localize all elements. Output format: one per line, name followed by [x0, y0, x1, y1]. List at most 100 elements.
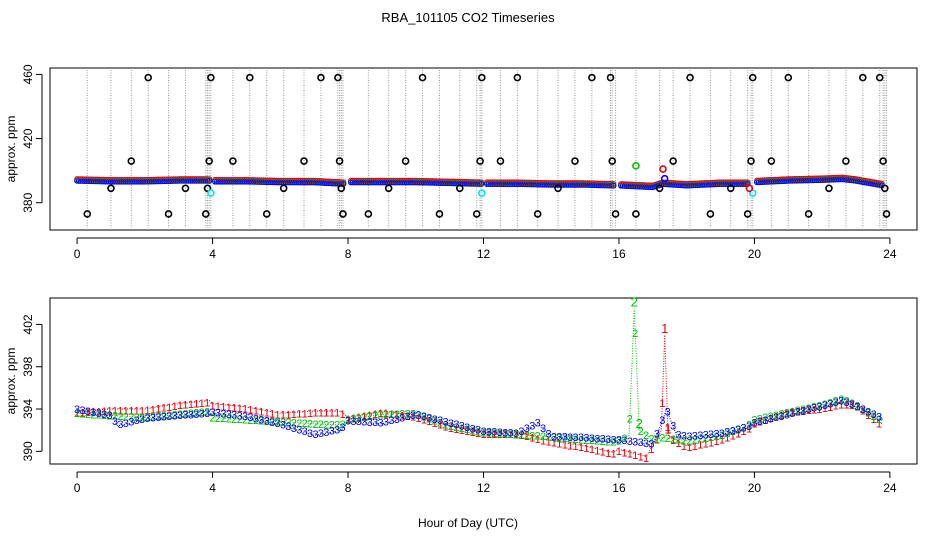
series-1-marker: 1	[632, 450, 638, 462]
series-3-marker: 3	[583, 432, 589, 444]
outlier-point	[107, 184, 115, 193]
bottom-y-axis-label: approx. ppm	[4, 348, 18, 415]
series-2-marker: 2	[96, 410, 102, 422]
series-2-marker: 2	[443, 419, 449, 431]
series-2-marker: 2	[508, 429, 514, 441]
series-1-marker: 1	[383, 408, 389, 420]
series-3-marker: 3	[610, 434, 616, 446]
series-1-marker: 1	[768, 413, 774, 425]
series-2-peak-label: 2	[631, 295, 638, 310]
series-3-marker: 3	[258, 414, 264, 426]
series-1-marker: 1	[833, 401, 839, 413]
series-2-marker: 2	[497, 428, 503, 440]
series-2-marker: 2	[518, 430, 524, 442]
outlier-point	[533, 210, 542, 218]
x-tick-label: 4	[209, 481, 216, 495]
series-3-marker: 3	[529, 420, 535, 432]
series-3-marker: 3	[350, 416, 356, 428]
series-2-marker: 2	[865, 407, 871, 419]
series-3-marker: 3	[199, 409, 205, 421]
series-1-marker: 1	[356, 412, 362, 424]
outlier-point	[181, 184, 190, 193]
series-2-marker: 2	[345, 415, 351, 427]
series-2-marker: 2	[432, 415, 438, 427]
series-3-marker: 3	[768, 413, 774, 425]
outlier-point	[435, 210, 444, 218]
series-2-marker: 2	[876, 414, 882, 426]
series-2-marker: 2	[101, 410, 107, 422]
outlier-point	[229, 157, 237, 165]
series-3-marker: 3	[220, 408, 226, 420]
y-tick-label: 398	[21, 356, 35, 376]
series-1-marker: 1	[377, 408, 383, 420]
series-1-marker: 1	[562, 439, 568, 451]
series-2-marker: 2	[665, 433, 671, 445]
series-1-marker: 1	[90, 407, 96, 419]
series-2-marker: 2	[464, 424, 470, 436]
series-1-marker: 1	[172, 401, 178, 413]
series-3-marker: 3	[318, 428, 324, 440]
series-3-marker: 3	[773, 412, 779, 424]
series-3-marker: 3	[405, 411, 411, 423]
series-2-marker: 2	[778, 409, 784, 421]
series-2-marker: 2	[323, 419, 329, 431]
series-1-marker: 1	[79, 407, 85, 419]
outlier-point	[384, 184, 393, 193]
series-3-marker: 3	[372, 417, 378, 429]
series-2-marker: 2	[735, 424, 741, 436]
series-3-marker: 3	[724, 427, 730, 439]
series-1-marker: 1	[583, 443, 589, 455]
series-1-marker: 1	[426, 416, 432, 428]
series-1-marker: 1	[123, 406, 129, 418]
outlier-point	[611, 210, 620, 218]
outlier-point	[748, 73, 757, 82]
series-2-marker: 2	[356, 413, 362, 425]
series-1-marker: 1	[150, 404, 156, 416]
series-1-line	[77, 334, 884, 458]
series-3-line	[77, 401, 884, 446]
series-2-marker: 2	[242, 415, 248, 427]
series-1-marker: 1	[843, 400, 849, 412]
series-1-marker: 1	[193, 398, 199, 410]
series-2-marker: 2	[367, 411, 373, 423]
series-3-marker: 3	[269, 417, 275, 429]
series-1-marker: 1	[388, 409, 394, 421]
outlier-point	[825, 184, 833, 193]
series-2-marker: 2	[318, 419, 324, 431]
series-3-marker: 3	[112, 416, 118, 428]
series-1-marker: 1	[361, 411, 367, 423]
series-3-marker: 3	[508, 428, 514, 440]
bottom-series-lines	[77, 308, 884, 458]
series-2-marker: 2	[648, 434, 654, 446]
outlier-point	[317, 73, 325, 82]
series-3-marker: 3	[275, 418, 281, 430]
series-1-marker: 1	[708, 437, 714, 449]
series-1-marker: 1	[161, 403, 167, 415]
outlier-point	[127, 157, 136, 165]
series-3-marker: 3	[356, 416, 362, 428]
series-1-marker: 1	[475, 428, 481, 440]
series-2-marker: 2	[107, 410, 113, 422]
series-1-marker: 1	[800, 406, 806, 418]
series-1-marker: 1	[876, 418, 882, 430]
series-2-marker: 2	[226, 413, 232, 425]
series-1-marker: 1	[329, 408, 335, 420]
series-1-marker: 1	[545, 437, 551, 449]
series-2-marker: 2	[123, 411, 129, 423]
series-3-marker: 3	[253, 413, 259, 425]
outlier-point	[164, 210, 173, 218]
series-3-marker: 3	[107, 410, 113, 422]
series-1-marker: 1	[508, 429, 514, 441]
series-1-marker: 1	[589, 444, 595, 456]
series-3-marker: 3	[594, 433, 600, 445]
y-tick-label: 460	[21, 64, 35, 84]
outlier-point	[478, 73, 486, 82]
series-1-marker: 1	[394, 410, 400, 422]
series-1-marker: 1	[551, 438, 557, 450]
series-2-marker: 2	[676, 435, 682, 447]
series-2-marker: 2	[340, 419, 346, 431]
outlier-point	[144, 73, 153, 82]
outlier-point-blue	[660, 174, 669, 183]
